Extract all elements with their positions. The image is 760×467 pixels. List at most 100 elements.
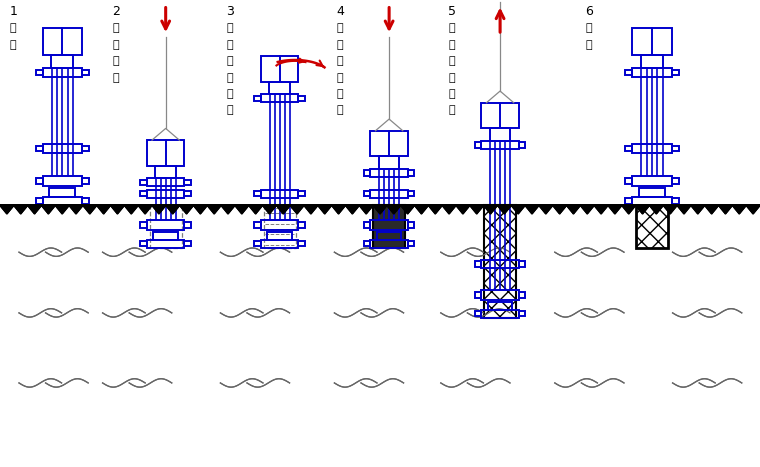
Polygon shape <box>262 205 277 214</box>
Polygon shape <box>608 205 622 214</box>
Text: 喷
浆
搅
拌
上
升: 喷 浆 搅 拌 上 升 <box>226 23 233 115</box>
Bar <box>481 260 519 268</box>
Bar <box>147 190 185 198</box>
Polygon shape <box>277 205 290 214</box>
Polygon shape <box>207 205 221 214</box>
Bar <box>261 94 299 102</box>
Polygon shape <box>359 205 373 214</box>
Polygon shape <box>42 205 55 214</box>
Polygon shape <box>194 205 207 214</box>
Text: 2: 2 <box>112 5 120 18</box>
Polygon shape <box>635 205 650 214</box>
Bar <box>364 191 370 197</box>
Bar <box>625 198 632 204</box>
Bar <box>36 70 43 75</box>
Bar <box>632 144 672 153</box>
Text: 就
位: 就 位 <box>10 23 17 50</box>
Bar <box>261 240 299 248</box>
Bar <box>141 241 147 246</box>
Polygon shape <box>483 205 498 214</box>
Bar <box>488 302 512 310</box>
Bar <box>255 96 261 101</box>
Bar <box>49 188 75 197</box>
Polygon shape <box>691 205 705 214</box>
Polygon shape <box>663 205 677 214</box>
Bar <box>155 166 176 178</box>
Bar <box>370 220 408 230</box>
Polygon shape <box>677 205 691 214</box>
Polygon shape <box>456 205 470 214</box>
Bar <box>625 178 632 184</box>
Bar <box>378 156 400 169</box>
Polygon shape <box>511 205 525 214</box>
Polygon shape <box>166 205 179 214</box>
Bar <box>672 198 679 204</box>
Bar <box>255 222 261 227</box>
Polygon shape <box>718 205 733 214</box>
Polygon shape <box>733 205 746 214</box>
Bar <box>641 55 663 68</box>
Polygon shape <box>373 205 387 214</box>
Bar <box>52 55 73 68</box>
Bar <box>484 205 516 318</box>
Polygon shape <box>207 205 221 214</box>
Bar <box>636 205 668 248</box>
Bar <box>147 140 185 166</box>
Bar <box>185 191 191 197</box>
Polygon shape <box>331 205 346 214</box>
Polygon shape <box>470 205 483 214</box>
Polygon shape <box>442 205 456 214</box>
Polygon shape <box>97 205 110 214</box>
Polygon shape <box>401 205 414 214</box>
Text: 1: 1 <box>10 5 17 18</box>
Polygon shape <box>249 205 262 214</box>
Bar <box>364 222 370 227</box>
Bar <box>269 82 290 94</box>
Bar <box>475 292 481 297</box>
Polygon shape <box>553 205 566 214</box>
Polygon shape <box>539 205 553 214</box>
Bar <box>261 56 299 82</box>
Bar <box>519 261 525 267</box>
Polygon shape <box>429 205 442 214</box>
Bar <box>82 198 89 204</box>
Polygon shape <box>83 205 97 214</box>
Bar <box>43 68 82 77</box>
Bar <box>255 241 261 246</box>
Bar <box>147 240 185 248</box>
Polygon shape <box>566 205 581 214</box>
Polygon shape <box>14 205 27 214</box>
Polygon shape <box>581 205 594 214</box>
Bar <box>408 241 414 246</box>
Polygon shape <box>42 205 55 214</box>
Polygon shape <box>235 205 249 214</box>
Bar <box>672 178 679 184</box>
Bar <box>481 310 519 318</box>
Bar <box>268 232 292 240</box>
Polygon shape <box>221 205 235 214</box>
Polygon shape <box>553 205 566 214</box>
Polygon shape <box>387 205 401 214</box>
Bar <box>185 241 191 246</box>
Bar <box>481 141 519 149</box>
Text: 5: 5 <box>448 5 457 18</box>
Bar <box>36 198 43 204</box>
Polygon shape <box>290 205 304 214</box>
Polygon shape <box>663 205 677 214</box>
Polygon shape <box>138 205 152 214</box>
Polygon shape <box>539 205 553 214</box>
Bar <box>481 103 519 128</box>
Bar <box>632 28 672 55</box>
Polygon shape <box>650 205 663 214</box>
Polygon shape <box>746 205 760 214</box>
Bar <box>141 191 147 197</box>
Polygon shape <box>414 205 429 214</box>
Polygon shape <box>97 205 110 214</box>
Polygon shape <box>622 205 635 214</box>
Bar <box>150 205 182 248</box>
Polygon shape <box>442 205 456 214</box>
Bar <box>408 191 414 197</box>
Polygon shape <box>27 205 42 214</box>
Polygon shape <box>346 205 359 214</box>
Bar <box>408 222 414 227</box>
